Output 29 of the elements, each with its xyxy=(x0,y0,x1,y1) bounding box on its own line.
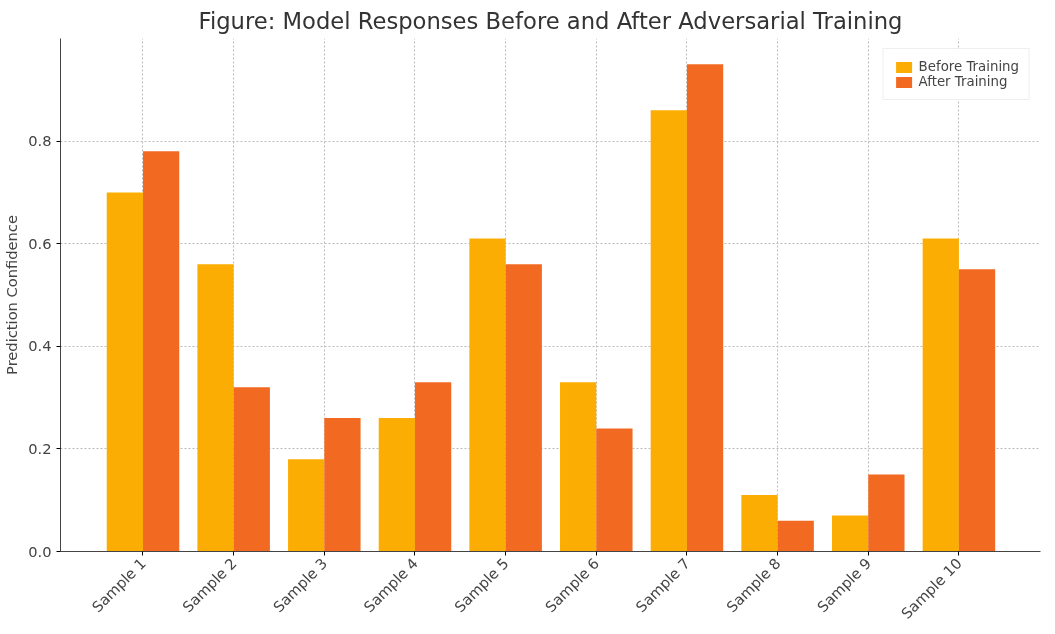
bar xyxy=(378,418,415,552)
legend-label: Before Training xyxy=(918,59,1019,74)
y-tick-label: 0.8 xyxy=(28,132,52,150)
y-tick-label: 0.0 xyxy=(28,542,52,560)
bar xyxy=(686,64,724,552)
bar xyxy=(197,264,234,552)
y-tick-label: 0.2 xyxy=(28,439,52,457)
bar xyxy=(414,382,452,552)
y-tick-label: 0.6 xyxy=(28,234,52,252)
bar xyxy=(777,520,814,552)
bar xyxy=(106,192,143,552)
bar xyxy=(596,428,633,552)
bar xyxy=(324,418,361,552)
bar xyxy=(831,515,869,552)
bar xyxy=(868,474,905,552)
bar xyxy=(233,387,270,552)
bar xyxy=(922,238,959,552)
bar xyxy=(505,264,542,552)
bar xyxy=(560,382,597,552)
y-axis-title: Prediction Confidence xyxy=(3,215,21,375)
y-tick-label: 0.4 xyxy=(28,337,52,355)
bar xyxy=(469,238,506,552)
legend-label: After Training xyxy=(918,74,1008,89)
bar xyxy=(650,110,687,552)
bar xyxy=(741,495,778,552)
chart-title: Figure: Model Responses Before and After Adversarial Training xyxy=(198,7,903,34)
bar xyxy=(143,151,180,552)
bar xyxy=(288,459,325,552)
bar xyxy=(958,269,996,552)
